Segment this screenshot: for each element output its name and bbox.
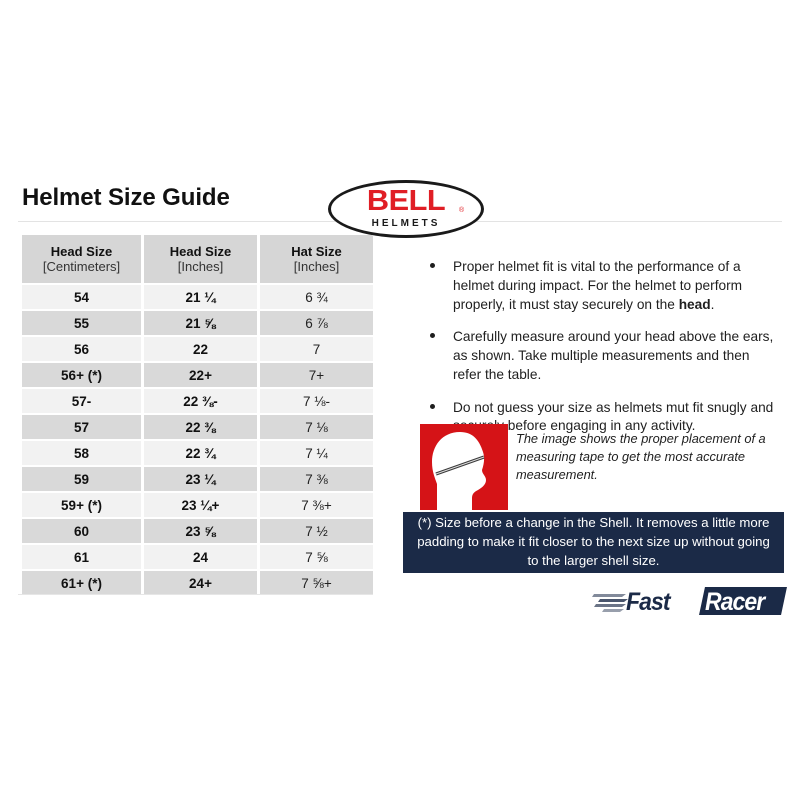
table-row: 61+ (*) 24+ 7 ⅝+ — [22, 571, 373, 595]
table-row: 56 22 7 — [22, 337, 373, 361]
cell-hat-size: 7 ⅜+ — [260, 493, 373, 517]
page-title: Helmet Size Guide — [22, 184, 230, 211]
cell-head-size-in: 21 ⅝ — [144, 311, 257, 335]
measuring-tape-highlight — [435, 456, 485, 475]
cell-head-size-in: 21 ¼ — [144, 285, 257, 309]
logo-wordmark: BELL — [366, 185, 446, 217]
fastracer-logo-part1: Fast — [626, 588, 671, 616]
cell-hat-size: 6 ¾ — [260, 285, 373, 309]
cell-head-size-cm: 59 — [22, 467, 141, 491]
table-row: 57- 22 ⅜- 7 ⅛- — [22, 389, 373, 413]
bell-helmets-logo: BELL ® HELMETS — [328, 180, 488, 242]
cell-head-size-cm: 57 — [22, 415, 141, 439]
column-header-head-size-in: Head Size [Inches] — [144, 235, 257, 283]
column-header-line1: Hat Size — [291, 243, 342, 259]
cell-head-size-cm: 58 — [22, 441, 141, 465]
bullet-dot-icon — [430, 263, 435, 268]
list-item-text: Proper helmet fit is vital to the perfor… — [453, 259, 743, 312]
fastracer-logo-part2: Racer — [705, 588, 765, 616]
cell-head-size-in: 23 ¼ — [144, 467, 257, 491]
cell-hat-size: 7 ⅛ — [260, 415, 373, 439]
table-row: 56+ (*) 22+ 7+ — [22, 363, 373, 387]
table-bottom-divider — [18, 594, 373, 595]
registered-trademark-icon: ® — [459, 207, 465, 214]
cell-head-size-in: 23 ¼+ — [144, 493, 257, 517]
cell-head-size-cm: 56 — [22, 337, 141, 361]
logo-ellipse-shape — [328, 180, 484, 238]
column-header-line2: [Inches] — [293, 259, 340, 274]
cell-head-size-cm: 60 — [22, 519, 141, 543]
cell-head-size-cm: 56+ (*) — [22, 363, 141, 387]
cell-head-size-in: 22 ¾ — [144, 441, 257, 465]
column-header-line1: Head Size — [169, 243, 232, 259]
table-row: 61 24 7 ⅝ — [22, 545, 373, 569]
list-item-text: Do not guess your size as helmets mut fi… — [453, 399, 774, 434]
cell-head-size-in: 22+ — [144, 363, 257, 387]
fastracer-logo: Fast Racer — [592, 587, 787, 618]
figure-caption: The image shows the proper placement of … — [516, 431, 766, 483]
table-row: 59+ (*) 23 ¼+ 7 ⅜+ — [22, 493, 373, 517]
list-item: Carefully measure around your head above… — [425, 328, 780, 384]
cell-hat-size: 7 ¼ — [260, 441, 373, 465]
column-header-line2: [Centimeters] — [42, 259, 121, 274]
cell-head-size-in: 23 ⅝ — [144, 519, 257, 543]
cell-head-size-in: 24 — [144, 545, 257, 569]
cell-head-size-cm: 59+ (*) — [22, 493, 141, 517]
speed-lines-icon — [592, 594, 628, 612]
list-item-text: Carefully measure around your head above… — [453, 329, 774, 382]
cell-head-size-cm: 61+ (*) — [22, 571, 141, 595]
cell-head-size-in: 24+ — [144, 571, 257, 595]
size-chart-table: Head Size [Centimeters] Head Size [Inche… — [22, 235, 373, 595]
cell-hat-size: 7+ — [260, 363, 373, 387]
head-silhouette-icon — [432, 432, 486, 510]
table-header-row: Head Size [Centimeters] Head Size [Inche… — [22, 235, 373, 283]
column-header-hat-size: Hat Size [Inches] — [260, 235, 373, 283]
cell-hat-size: 7 ⅛- — [260, 389, 373, 413]
logo-subtitle: HELMETS — [371, 218, 441, 229]
cell-head-size-cm: 55 — [22, 311, 141, 335]
cell-head-size-in: 22 ⅜- — [144, 389, 257, 413]
cell-head-size-cm: 54 — [22, 285, 141, 309]
cell-hat-size: 7 ⅝+ — [260, 571, 373, 595]
asterisk-note-text: (*) Size before a change in the Shell. I… — [417, 515, 770, 568]
cell-hat-size: 7 ⅝ — [260, 545, 373, 569]
cell-head-size-in: 22 ⅜ — [144, 415, 257, 439]
asterisk-note-box: (*) Size before a change in the Shell. I… — [403, 512, 784, 573]
cell-hat-size: 7 ½ — [260, 519, 373, 543]
list-item: Proper helmet fit is vital to the perfor… — [425, 258, 780, 314]
fit-instructions-list: Proper helmet fit is vital to the perfor… — [425, 258, 780, 450]
cell-head-size-in: 22 — [144, 337, 257, 361]
cell-hat-size: 7 — [260, 337, 373, 361]
column-header-line1: Head Size — [50, 243, 113, 259]
column-header-line2: [Inches] — [177, 259, 224, 274]
cell-hat-size: 6 ⅞ — [260, 311, 373, 335]
list-item: Do not guess your size as helmets mut fi… — [425, 399, 780, 437]
bullet-dot-icon — [430, 333, 435, 339]
cell-hat-size: 7 ⅜ — [260, 467, 373, 491]
bullet-dot-icon — [430, 403, 435, 409]
head-measurement-illustration — [420, 424, 508, 510]
column-header-head-size-cm: Head Size [Centimeters] — [22, 235, 141, 283]
cell-head-size-cm: 61 — [22, 545, 141, 569]
cell-head-size-cm: 57- — [22, 389, 141, 413]
